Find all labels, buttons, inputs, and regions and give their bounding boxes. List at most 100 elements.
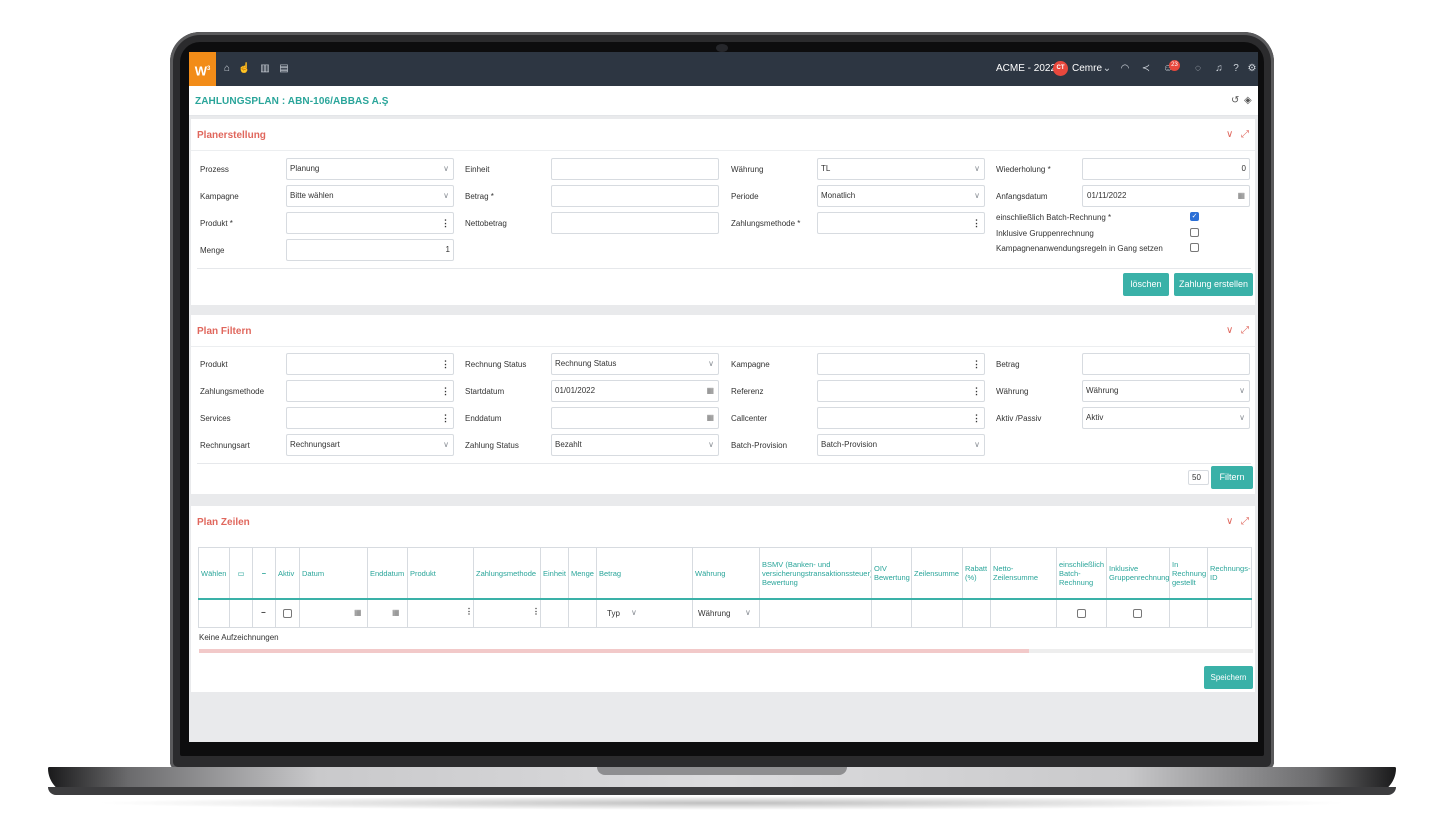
column-header[interactable]: Zeilensumme [911, 547, 962, 599]
filter-cell[interactable]: ⋮ [407, 600, 473, 628]
column-header[interactable]: Betrag [596, 547, 692, 599]
lookup-produkt[interactable]: ⋮ [286, 353, 454, 375]
checkbox-gruppen-filter[interactable] [1133, 609, 1142, 618]
date-startdatum[interactable]: 01/01/2022 ▦ [551, 380, 719, 402]
column-header[interactable]: Netto-Zeilensumme [990, 547, 1056, 599]
column-header[interactable]: − [252, 547, 275, 599]
more-icon[interactable]: ⋮ [972, 218, 981, 228]
column-header[interactable]: Datum [299, 547, 367, 599]
company-selector[interactable]: ACME - 2022 [996, 63, 1057, 74]
column-header[interactable]: Menge [568, 547, 596, 599]
chevron-down-icon[interactable]: ⌄ [1102, 63, 1112, 74]
column-header[interactable]: Inklusive Gruppenrechnung [1106, 547, 1169, 599]
input-menge[interactable]: 1 [286, 239, 454, 261]
column-header[interactable]: Rechnungs-ID [1207, 547, 1252, 599]
column-header[interactable]: Einheit [540, 547, 568, 599]
chat-icon[interactable]: ◌ [1195, 63, 1201, 74]
column-header[interactable]: Produkt [407, 547, 473, 599]
lookup-produkt[interactable]: ⋮ [286, 212, 454, 234]
select-batchprovision[interactable]: Batch-Provision ∨ [817, 434, 985, 456]
collapse-icon[interactable]: ∨ [1226, 129, 1234, 140]
box-icon[interactable]: ◈ [1244, 95, 1252, 106]
select-aktiv[interactable]: Aktiv ∨ [1082, 407, 1250, 429]
select-zahlungstatus[interactable]: Bezahlt ∨ [551, 434, 719, 456]
history-icon[interactable]: ↺ [1231, 95, 1240, 106]
select-rechnungsart[interactable]: Rechnungsart ∨ [286, 434, 454, 456]
expand-icon[interactable]: ⤢ [1241, 325, 1249, 336]
column-header[interactable]: OIV Bewertung [871, 547, 911, 599]
type-select[interactable]: Typ [607, 609, 620, 618]
chart-icon[interactable]: ▥ [260, 63, 270, 74]
lookup-callcenter[interactable]: ⋮ [817, 407, 985, 429]
more-icon[interactable]: ⋮ [532, 607, 540, 616]
user-menu[interactable]: Cemre [1072, 63, 1103, 74]
column-header[interactable]: BSMV (Banken- und versicherungstransakti… [759, 547, 871, 599]
more-icon[interactable]: ⋮ [441, 386, 450, 396]
column-header[interactable]: Zahlungsmethode [473, 547, 540, 599]
headset-icon[interactable]: ◠ [1120, 63, 1130, 74]
filter-cell[interactable]: Typ ∨ [596, 600, 692, 628]
input-betrag[interactable] [1082, 353, 1250, 375]
lookup-kampagne[interactable]: ⋮ [817, 353, 985, 375]
more-icon[interactable]: ⋮ [972, 359, 981, 369]
column-header[interactable]: Aktiv [275, 547, 299, 599]
expand-icon[interactable]: ⤢ [1241, 129, 1249, 140]
filter-cell[interactable]: Währung ∨ [692, 600, 759, 628]
share-icon[interactable]: ≺ [1141, 63, 1151, 74]
collapse-icon[interactable]: ∨ [1226, 516, 1234, 527]
save-button[interactable]: Speichern [1204, 666, 1253, 689]
expand-icon[interactable]: ⤢ [1241, 516, 1249, 527]
filter-button[interactable]: Filtern [1211, 466, 1253, 489]
calendar-icon[interactable]: ▦ [706, 413, 714, 422]
more-icon[interactable]: ⋮ [972, 413, 981, 423]
input-einheit[interactable] [551, 158, 719, 180]
select-periode[interactable]: Monatlich ∨ [817, 185, 985, 207]
more-icon[interactable]: ⋮ [441, 413, 450, 423]
avatar[interactable]: CT [1053, 61, 1068, 76]
hand-icon[interactable]: ☝ [238, 63, 251, 74]
lookup-referenz[interactable]: ⋮ [817, 380, 985, 402]
select-kampagne[interactable]: Bitte wählen ∨ [286, 185, 454, 207]
help-icon[interactable]: ? [1233, 63, 1239, 74]
input-wiederholung[interactable]: 0 [1082, 158, 1250, 180]
checkbox-gruppen[interactable] [1190, 228, 1199, 237]
calendar-icon[interactable]: ▦ [392, 608, 400, 617]
column-header[interactable]: In Rechnung gestellt [1169, 547, 1207, 599]
minus-icon[interactable]: − [261, 568, 267, 578]
select-prozess[interactable]: Planung ∨ [286, 158, 454, 180]
more-icon[interactable]: ⋮ [441, 359, 450, 369]
select-waehrung[interactable]: Währung ∨ [1082, 380, 1250, 402]
filter-cell[interactable]: ▦ [367, 600, 407, 628]
date-anfangsdatum[interactable]: 01/11/2022 ▦ [1082, 185, 1250, 207]
lookup-zahlungsmethode[interactable]: ⋮ [286, 380, 454, 402]
home-icon[interactable]: ⌂ [223, 63, 231, 74]
calendar-icon[interactable]: ▤ [279, 63, 289, 74]
column-header[interactable]: Rabatt (%) [962, 547, 990, 599]
checkbox-kampagnenregeln[interactable] [1190, 243, 1199, 252]
more-icon[interactable]: ⋮ [441, 218, 450, 228]
scrollbar-thumb[interactable] [199, 649, 1029, 653]
bell-icon[interactable]: ♫ [1215, 63, 1223, 74]
column-header[interactable]: Währung [692, 547, 759, 599]
calendar-icon[interactable]: ▦ [1237, 191, 1245, 200]
lookup-services[interactable]: ⋮ [286, 407, 454, 429]
checkbox-aktiv-filter[interactable] [283, 609, 292, 618]
more-icon[interactable]: ⋮ [972, 386, 981, 396]
page-size-input[interactable]: 50 [1188, 470, 1209, 485]
filter-cell[interactable]: ⋮ [473, 600, 540, 628]
collapse-icon[interactable]: ∨ [1226, 325, 1234, 336]
column-header[interactable]: ▭ [229, 547, 252, 599]
checkbox-batch[interactable]: ✓ [1190, 212, 1199, 221]
delete-button[interactable]: löschen [1123, 273, 1169, 296]
calendar-icon[interactable]: ▦ [706, 386, 714, 395]
checkbox-batch-filter[interactable] [1077, 609, 1086, 618]
minus-icon[interactable]: − [261, 608, 266, 617]
card-icon[interactable]: ▭ [237, 568, 245, 578]
gear-icon[interactable]: ⚙ [1247, 63, 1257, 74]
bell-badge-icon[interactable]: ☺ [1162, 63, 1174, 74]
input-betrag[interactable] [551, 185, 719, 207]
create-payment-button[interactable]: Zahlung erstellen [1174, 273, 1253, 296]
more-icon[interactable]: ⋮ [465, 607, 473, 616]
select-rechnungstatus[interactable]: Rechnung Status ∨ [551, 353, 719, 375]
column-header[interactable]: Enddatum [367, 547, 407, 599]
